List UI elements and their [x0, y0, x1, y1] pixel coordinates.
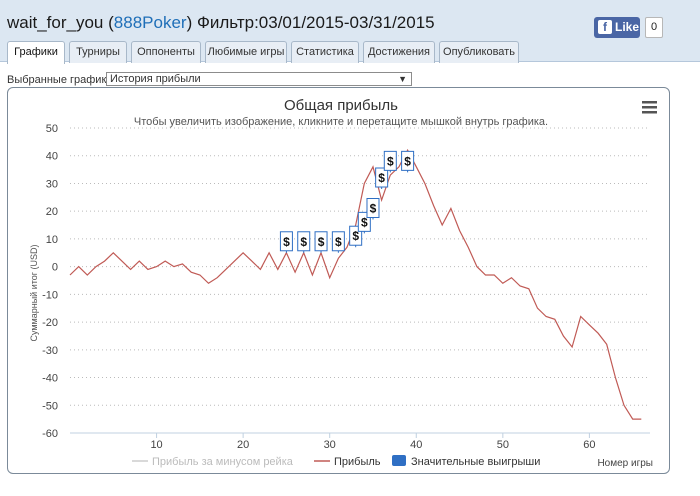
dropdown-arrow-icon: ▼	[398, 74, 407, 84]
x-axis-title: Номер игры	[597, 458, 653, 469]
x-tick-label: 30	[324, 439, 336, 451]
graph-select[interactable]: История прибыли ▼	[106, 72, 412, 86]
tab-opponents[interactable]: Оппоненты	[131, 41, 201, 63]
y-tick-label: -10	[42, 289, 58, 301]
fb-like-count: 0	[645, 17, 663, 38]
big-win-marker[interactable]: $	[279, 231, 293, 253]
big-win-marker[interactable]: $	[314, 231, 328, 253]
username: wait_for_you	[7, 13, 104, 32]
chart-title: Общая прибыль	[284, 97, 398, 114]
y-tick-label: 30	[46, 178, 58, 190]
hamburger-icon[interactable]	[642, 101, 657, 114]
dollar-icon: $	[283, 235, 290, 249]
y-tick-label: 50	[46, 123, 58, 135]
x-axis-ticks: 10 20 30 40 50 60	[150, 433, 596, 451]
big-win-marker[interactable]: $	[331, 231, 345, 253]
dollar-icon: $	[361, 215, 368, 229]
big-win-marker[interactable]: $	[401, 150, 415, 173]
x-tick-label: 10	[150, 439, 162, 451]
header-bar: wait_for_you (888Poker) Фильтр:03/01/201…	[0, 0, 700, 64]
dollar-icon: $	[300, 235, 307, 249]
tab-publish[interactable]: Опубликовать	[439, 41, 519, 63]
y-tick-label: -30	[42, 345, 58, 357]
tab-favorite-games[interactable]: Любимые игры	[205, 41, 287, 63]
big-win-flag	[314, 231, 328, 252]
chart-grid	[70, 127, 650, 434]
dollar-icon: $	[387, 154, 394, 168]
big-win-flag	[297, 231, 311, 252]
legend-item-profit[interactable]: Прибыль	[314, 456, 381, 468]
y-tick-label: 20	[46, 206, 58, 218]
graph-select-value: История прибыли	[110, 73, 201, 85]
legend-profit-label: Прибыль	[334, 456, 381, 468]
dollar-icon: $	[378, 171, 385, 185]
dollar-icon: $	[370, 202, 377, 216]
chart-subtitle: Чтобы увеличить изображение, кликните и …	[134, 116, 548, 128]
big-win-marker[interactable]: $	[366, 198, 380, 220]
y-axis-title: Суммарный итог (USD)	[29, 244, 39, 341]
chart-legend: Прибыль за минусом рейка Прибыль Значите…	[132, 455, 540, 468]
big-win-marker[interactable]: $	[383, 150, 397, 173]
legend-item-big-wins[interactable]: Значительные выигрыши	[392, 455, 540, 468]
x-tick-label: 60	[583, 439, 595, 451]
chart-panel: 50 40 30 20 10 0 -10 -20 -30 -40 -50 -60 10 20 30 40 50…	[7, 87, 670, 474]
tab-graphs[interactable]: Графики	[7, 41, 65, 64]
legend-item-rake[interactable]: Прибыль за минусом рейка	[132, 456, 294, 468]
y-tick-label: -60	[42, 428, 58, 440]
big-win-flag	[279, 231, 293, 252]
dollar-icon: $	[352, 229, 359, 243]
legend-rake-label: Прибыль за минусом рейка	[152, 456, 294, 468]
y-tick-label: -40	[42, 373, 58, 385]
y-tick-label: 10	[46, 234, 58, 246]
dollar-icon: $	[335, 235, 342, 249]
page-title: wait_for_you (888Poker) Фильтр:03/01/201…	[7, 13, 435, 32]
dollar-icon: $	[404, 154, 411, 168]
legend-big-wins-swatch	[392, 455, 406, 466]
facebook-icon: f	[598, 20, 612, 34]
big-win-marker[interactable]: $	[375, 167, 389, 189]
big-win-flag	[366, 198, 380, 218]
y-tick-label: -50	[42, 400, 58, 412]
tab-achievements[interactable]: Достижения	[363, 41, 435, 63]
y-tick-label: 40	[46, 151, 58, 163]
tab-statistics[interactable]: Статистика	[291, 41, 359, 63]
fb-like-button[interactable]: f Like	[594, 17, 640, 38]
big-win-marker[interactable]: $	[297, 231, 311, 253]
legend-big-wins-label: Значительные выигрыши	[411, 456, 540, 468]
tab-tournaments[interactable]: Турниры	[69, 41, 127, 63]
x-tick-label: 20	[237, 439, 249, 451]
dollar-icon: $	[318, 235, 325, 249]
profit-line	[69, 148, 642, 420]
graph-select-label: Выбранные графики:	[7, 74, 116, 86]
big-win-flag	[383, 150, 397, 171]
big-win-flag	[401, 150, 415, 171]
fb-like-label: Like	[615, 20, 640, 34]
big-wins-markers[interactable]: $ $ $ $ $$$$$ $	[279, 150, 415, 253]
y-axis-ticks: 50 40 30 20 10 0 -10 -20 -30 -40 -50 -60	[42, 123, 58, 440]
big-win-flag	[375, 167, 389, 188]
big-win-flag	[331, 231, 345, 252]
x-tick-label: 50	[497, 439, 509, 451]
filter-label[interactable]: Фильтр:03/01/2015-03/31/2015	[196, 13, 435, 32]
x-tick-label: 40	[410, 439, 422, 451]
site-link[interactable]: 888Poker	[113, 13, 187, 32]
y-tick-label: 0	[52, 262, 58, 274]
y-tick-label: -20	[42, 317, 58, 329]
